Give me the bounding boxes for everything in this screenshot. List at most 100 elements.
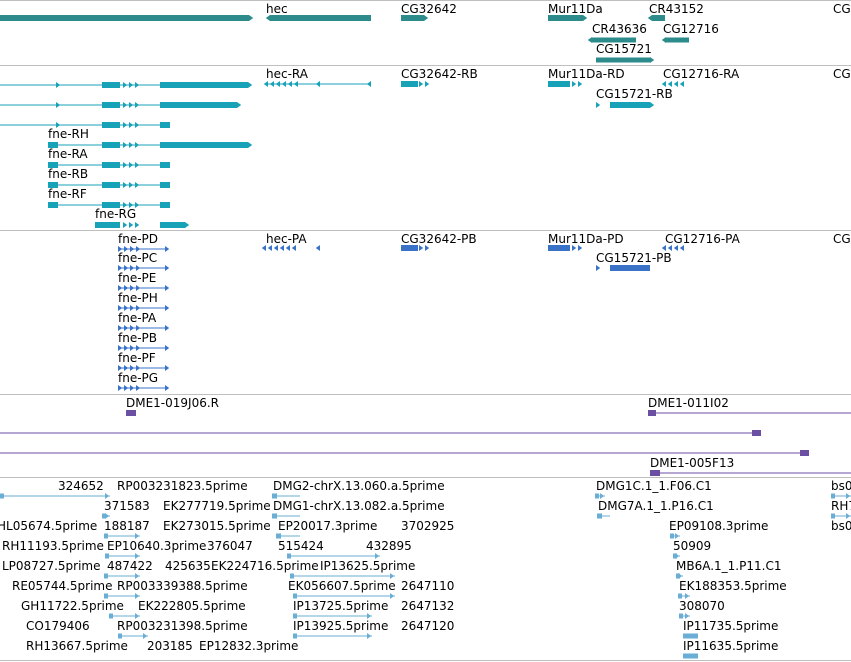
gene-glyph: [661, 37, 666, 43]
est-label[interactable]: 203185: [147, 639, 193, 653]
est-label[interactable]: 188187: [104, 519, 150, 533]
est-glyph: [597, 513, 601, 519]
transcript-label[interactable]: hec-RA: [266, 67, 308, 81]
est-label[interactable]: 2647132: [401, 599, 455, 613]
gene-label[interactable]: CG15721: [596, 42, 652, 56]
est-label[interactable]: IP13725.5prime: [293, 599, 389, 613]
est-label[interactable]: DMG1-chrX.13.082.a.5prime: [273, 499, 445, 513]
est-label[interactable]: EP10640.3prime: [107, 539, 207, 553]
gene-label[interactable]: CR43152: [649, 2, 704, 16]
protein-label[interactable]: hec-PA: [266, 232, 307, 246]
est-label[interactable]: 2647120: [401, 619, 455, 633]
est-label[interactable]: bs0: [831, 519, 851, 533]
transcript-label[interactable]: CG32642-RB: [401, 67, 478, 81]
est-label[interactable]: CO179406: [26, 619, 90, 633]
est-label[interactable]: EK222805.5prime: [138, 599, 246, 613]
est-label[interactable]: DMG2-chrX.13.060.a.5prime: [273, 479, 445, 493]
est-glyph: [685, 593, 690, 599]
est-label[interactable]: bs0: [831, 479, 851, 493]
est-label[interactable]: IP13625.5prime: [320, 559, 416, 573]
gene-label[interactable]: CG3: [833, 2, 851, 16]
est-label[interactable]: 487422: [107, 559, 153, 573]
est-label[interactable]: 432895: [366, 539, 412, 553]
est-label[interactable]: RP003231823.5prime: [117, 479, 248, 493]
est-label[interactable]: 3702925: [401, 519, 455, 533]
protein-label[interactable]: fne-PG: [118, 371, 159, 385]
transcript-glyph: [48, 182, 58, 188]
protein-label[interactable]: Mur11Da-PD: [548, 232, 624, 246]
est-label[interactable]: EP09108.3prime: [669, 519, 769, 533]
est-label[interactable]: HL05674.5prime: [0, 519, 98, 533]
transcript-label[interactable]: CG15721-RB: [596, 87, 673, 101]
track-separator-transcripts: [0, 230, 851, 231]
est-label[interactable]: EK224716.5prime: [211, 559, 319, 573]
est-label[interactable]: MB6A.1_1.P11.C1: [676, 559, 782, 573]
est-label[interactable]: RH7: [831, 499, 851, 513]
est-label[interactable]: EK188353.5prime: [679, 579, 787, 593]
transcript-label[interactable]: fne-RG: [95, 207, 137, 221]
protein-label[interactable]: fne-PD: [118, 232, 159, 246]
transcript-label[interactable]: CG12716-RA: [663, 67, 740, 81]
est-label[interactable]: RP003231398.5prime: [117, 619, 248, 633]
transcript-glyph: [129, 222, 134, 228]
est-label[interactable]: EK273015.5prime: [163, 519, 271, 533]
est-label[interactable]: RP003339388.5prime: [117, 579, 248, 593]
protein-label[interactable]: CG32642-PB: [401, 232, 477, 246]
est-label[interactable]: 2647110: [401, 579, 455, 593]
est-label[interactable]: 425635: [165, 559, 211, 573]
est-label[interactable]: EK277719.5prime: [163, 499, 271, 513]
est-glyph: [109, 613, 113, 619]
clone-label[interactable]: DME1-005F13: [650, 456, 735, 470]
est-label[interactable]: EP20017.3prime: [278, 519, 378, 533]
est-label[interactable]: 376047: [207, 539, 253, 553]
est-label[interactable]: LP08727.5prime: [2, 559, 101, 573]
est-label[interactable]: RE05744.5prime: [12, 579, 113, 593]
est-label[interactable]: 515424: [278, 539, 324, 553]
est-glyph: [673, 553, 677, 559]
protein-label[interactable]: fne-PA: [118, 311, 157, 325]
transcript-label[interactable]: CG3: [833, 67, 851, 81]
clone-label[interactable]: DME1-019J06.R: [126, 396, 220, 410]
est-label[interactable]: GH11722.5prime: [21, 599, 124, 613]
protein-label[interactable]: fne-PH: [118, 291, 158, 305]
est-label[interactable]: 371583: [104, 499, 150, 513]
gene-label[interactable]: CG32642: [401, 2, 457, 16]
est-glyph: [102, 513, 106, 519]
transcript-label[interactable]: fne-RB: [48, 167, 89, 181]
gene-label[interactable]: CG12716: [663, 22, 719, 36]
est-label[interactable]: 308070: [679, 599, 725, 613]
protein-label[interactable]: CG15721-PB: [596, 251, 672, 265]
protein-glyph: [165, 385, 170, 391]
transcript-glyph: [129, 162, 134, 168]
transcript-label[interactable]: fne-RH: [48, 127, 89, 141]
est-label[interactable]: 324652: [58, 479, 104, 493]
protein-label[interactable]: fne-PC: [118, 251, 158, 265]
transcript-label[interactable]: fne-RA: [48, 147, 88, 161]
est-label[interactable]: DMG7A.1_1.P16.C1: [598, 499, 714, 513]
est-label[interactable]: DMG1C.1_1.F06.C1: [596, 479, 712, 493]
protein-label[interactable]: fne-PE: [118, 271, 157, 285]
transcript-glyph: [95, 222, 120, 228]
est-label[interactable]: RH13667.5prime: [26, 639, 128, 653]
est-label[interactable]: IP11635.5prime: [683, 639, 779, 653]
protein-label[interactable]: CG12716-PA: [665, 232, 740, 246]
track-separator-bottom: [0, 660, 851, 661]
clone-label[interactable]: DME1-011I02: [648, 396, 729, 410]
gene-label[interactable]: hec: [266, 2, 288, 16]
transcript-label[interactable]: Mur11Da-RD: [548, 67, 625, 81]
est-label[interactable]: RH11193.5prime: [2, 539, 104, 553]
est-label[interactable]: IP11735.5prime: [683, 619, 779, 633]
transcript-glyph: [129, 102, 134, 108]
protein-label[interactable]: fne-PB: [118, 331, 158, 345]
transcript-label[interactable]: fne-RF: [48, 187, 87, 201]
protein-label[interactable]: CG3: [833, 232, 851, 246]
est-label[interactable]: IP13925.5prime: [293, 619, 389, 633]
gene-label[interactable]: CR43636: [592, 22, 647, 36]
protein-label[interactable]: fne-PF: [118, 351, 156, 365]
gene-label[interactable]: Mur11Da: [548, 2, 603, 16]
est-label[interactable]: EK056607.5prime: [288, 579, 396, 593]
protein-glyph: [267, 245, 272, 251]
est-label[interactable]: EP12832.3prime: [199, 639, 299, 653]
est-label[interactable]: 50909: [673, 539, 712, 553]
